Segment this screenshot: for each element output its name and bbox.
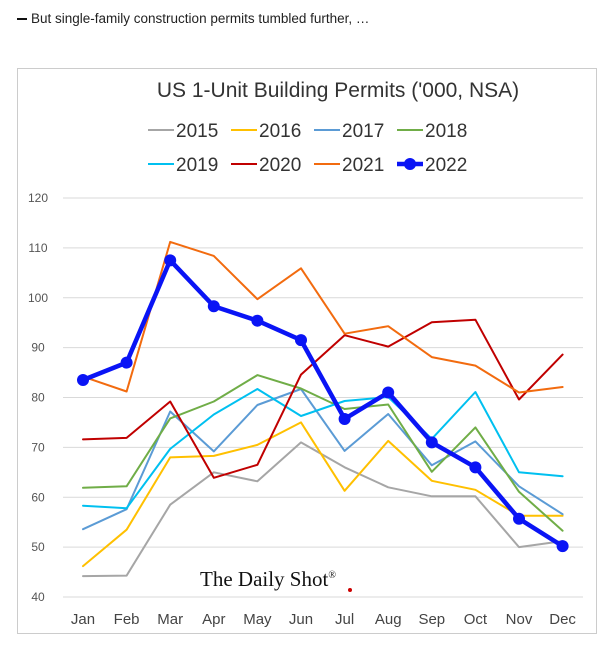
chart-frame: US 1-Unit Building Permits ('000, NSA) 4… [17,68,597,634]
data-point [556,540,569,553]
series-line [82,318,564,479]
legend-label: 2015 [176,121,218,142]
legend-label: 2017 [342,121,384,142]
series-2019 [82,388,564,510]
legend-label: 2018 [425,121,467,142]
y-tick-label: 90 [31,341,45,355]
legend-item: 2020 [231,155,301,176]
series-line [82,240,564,394]
series-2022 [77,254,569,553]
y-tick-label: 110 [28,241,47,255]
gridlines [63,197,583,598]
x-tick-label: May [243,611,272,628]
y-tick-label: 50 [31,540,45,554]
legend-item: 2016 [231,121,301,142]
dash-icon [17,18,27,21]
data-point [251,314,264,327]
y-tick-label: 40 [31,590,45,604]
chart-caption: But single-family construction permits t… [17,11,597,26]
legend-item: 2022 [397,155,467,176]
legend-item: 2015 [148,121,218,142]
data-point [513,512,525,525]
legend-item: 2017 [314,121,384,142]
data-point [469,461,482,474]
x-tick-label: Jun [289,611,313,628]
x-tick-label: Aug [375,611,402,628]
legend-item: 2018 [397,121,467,142]
legend-marker [404,158,416,170]
series-line [82,388,564,531]
data-point [338,412,351,425]
y-tick-label: 70 [31,440,45,454]
x-tick-label: Dec [549,611,576,628]
series-line [82,388,564,510]
legend-label: 2021 [342,155,384,176]
series-line [82,421,564,568]
legend-label: 2020 [259,155,301,176]
legend-item: 2021 [314,155,384,176]
data-point [295,334,307,347]
series-lines [77,240,569,578]
x-axis-ticks: Jan Feb Mar Apr May Jun Jul Aug Sep Oct Nov Dec [71,611,577,628]
series-line [80,258,565,549]
chart: US 1-Unit Building Permits ('000, NSA) 4… [28,79,583,628]
x-tick-label: Jan [71,611,95,628]
data-point [77,374,89,387]
y-axis-ticks: 40 50 60 70 80 90 100 110 120 [28,191,48,604]
x-tick-label: Apr [202,611,225,628]
watermark-dot [348,588,352,592]
x-tick-label: Mar [157,611,183,628]
series-2018 [82,374,564,532]
chart-title: US 1-Unit Building Permits ('000, NSA) [157,79,519,102]
data-point [207,300,220,313]
data-point [382,386,395,399]
watermark-logo: The Daily Shot® [200,567,352,592]
caption-text: But single-family construction permits t… [31,11,370,26]
x-tick-label: Sep [418,611,445,628]
series-2015 [82,441,564,578]
data-point [425,436,438,449]
x-tick-label: Nov [506,611,533,628]
data-point [120,356,133,369]
series-2021 [82,240,564,394]
x-tick-label: Jul [335,611,354,628]
legend-item: 2019 [148,155,218,176]
x-tick-label: Oct [464,611,488,628]
watermark-text: The Daily Shot® [200,567,336,591]
y-tick-label: 80 [31,391,45,405]
legend-label: 2016 [259,121,301,142]
series-2017 [82,388,564,531]
legend: 2015 2016 2017 2018 2019 2020 2021 2022 [148,121,467,176]
series-line [82,441,564,578]
x-tick-label: Feb [114,611,140,628]
legend-label: 2019 [176,155,218,176]
y-tick-label: 120 [28,191,48,205]
series-2016 [82,421,564,568]
y-tick-label: 100 [28,291,48,305]
y-tick-label: 60 [31,490,45,504]
legend-label: 2022 [425,155,467,176]
series-2020 [82,318,564,479]
series-line [82,374,564,532]
data-point [164,254,177,267]
